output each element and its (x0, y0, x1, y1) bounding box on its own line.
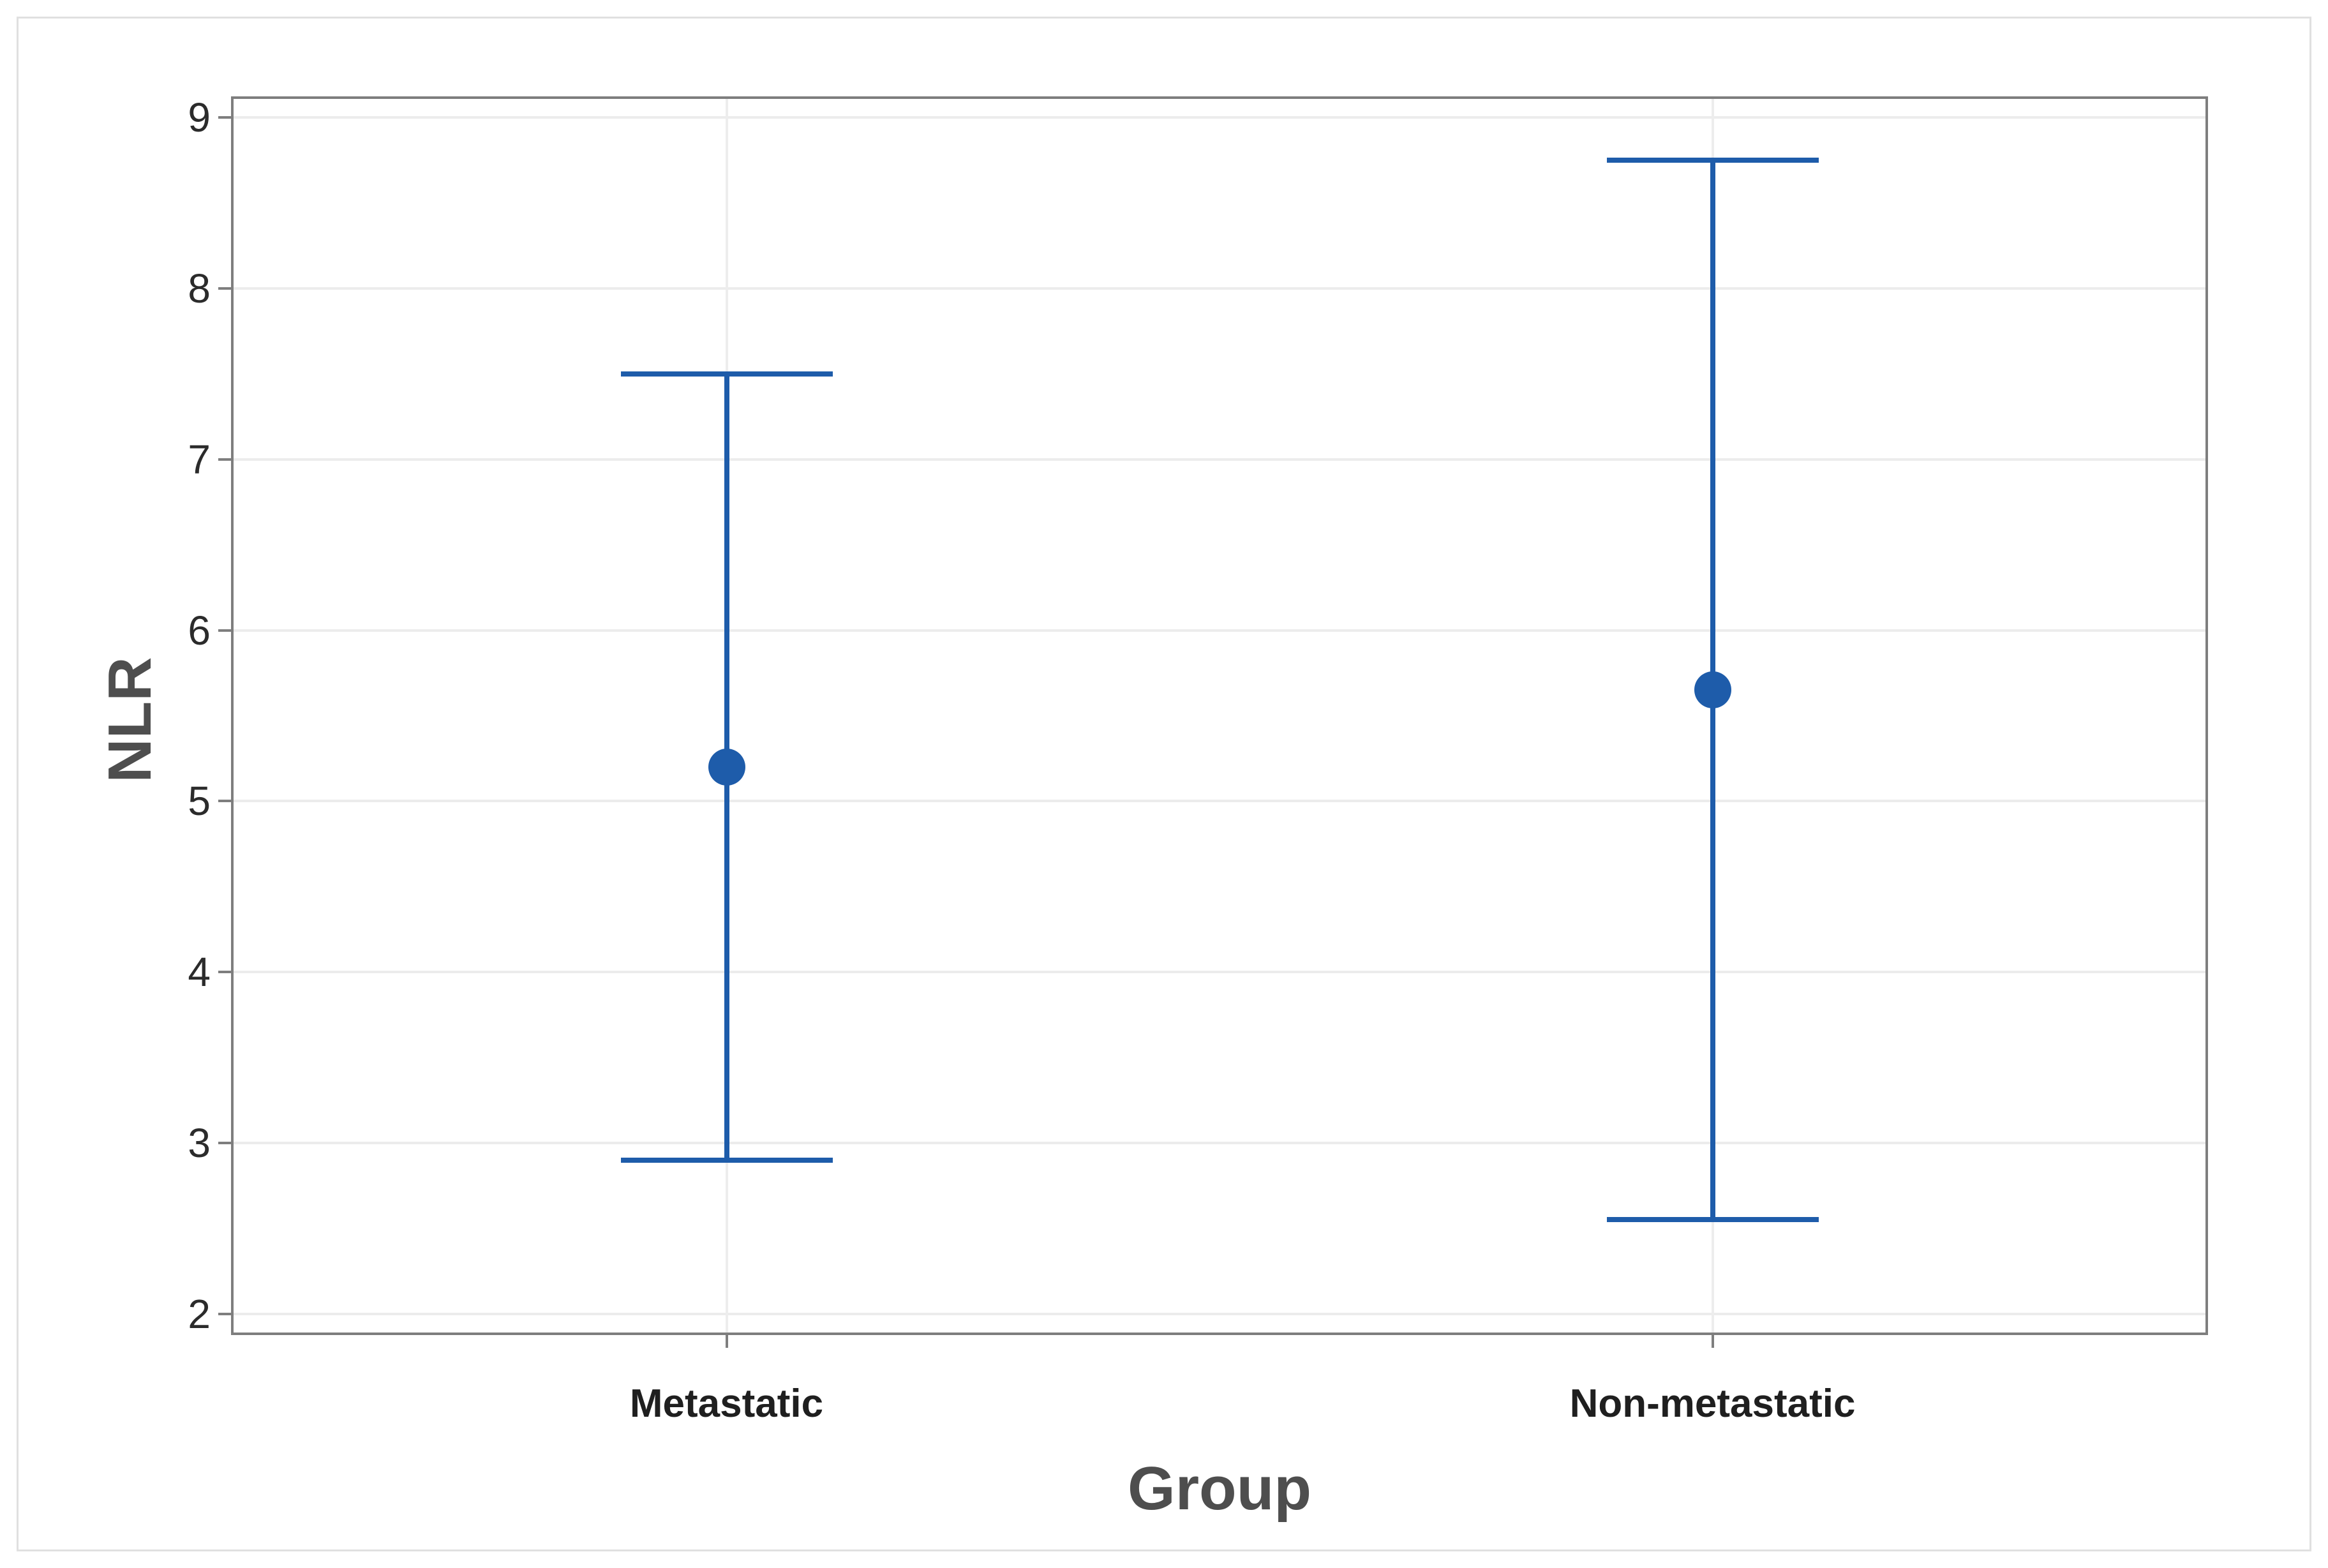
y-axis-tick (218, 1312, 231, 1315)
category-label: Metastatic (629, 1382, 824, 1426)
h-gridline (234, 971, 2205, 974)
mean-marker (708, 748, 745, 786)
h-gridline (234, 287, 2205, 290)
h-gridline (234, 116, 2205, 119)
x-axis-tick (725, 1335, 728, 1348)
x-axis-title: Group (1128, 1454, 1311, 1523)
x-axis-tick (1711, 1335, 1714, 1348)
y-tick-label: 2 (188, 1290, 211, 1337)
y-tick-label: 5 (188, 778, 211, 825)
y-axis-tick (218, 458, 231, 461)
h-gridline (234, 629, 2205, 632)
y-tick-label: 8 (188, 265, 211, 312)
y-axis-tick (218, 1141, 231, 1144)
y-axis-tick (218, 116, 231, 119)
h-gridline (234, 1141, 2205, 1144)
h-gridline (234, 1312, 2205, 1315)
figure-border (17, 17, 2311, 1551)
interval-cap-upper (620, 371, 833, 377)
h-gridline (234, 800, 2205, 803)
mean-marker (1694, 671, 1731, 709)
y-tick-label: 6 (188, 607, 211, 653)
interval-cap-upper (1606, 158, 1819, 163)
interval-cap-lower (620, 1157, 833, 1163)
y-axis-title: NLR (96, 657, 164, 783)
y-axis-tick (218, 971, 231, 974)
category-label: Non-metastatic (1569, 1382, 1856, 1426)
h-gridline (234, 458, 2205, 461)
y-tick-label: 3 (188, 1119, 211, 1166)
interval-cap-lower (1606, 1217, 1819, 1223)
y-tick-label: 4 (188, 949, 211, 996)
y-axis-tick (218, 800, 231, 803)
y-axis-tick (218, 629, 231, 632)
y-tick-label: 9 (188, 94, 211, 141)
y-axis-tick (218, 287, 231, 290)
y-tick-label: 7 (188, 436, 211, 482)
